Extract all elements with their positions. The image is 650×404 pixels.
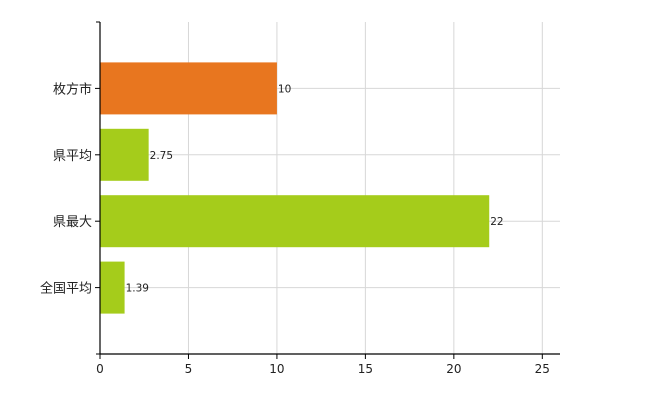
x-axis-tick-label-1: 5	[185, 362, 193, 376]
label-layer: 0 5 10 15 20 25 枚方市 10 県平均 2.75 県最大 22 全国平均 1.39	[40, 81, 550, 376]
x-axis-tick-label-0: 0	[96, 362, 104, 376]
bar-2	[100, 195, 490, 248]
axis-layer	[95, 21, 560, 359]
data-label-2: 22	[490, 216, 503, 228]
x-axis-tick-label-5: 25	[535, 362, 550, 376]
bar-1	[100, 128, 149, 181]
bar-layer	[100, 62, 490, 314]
x-axis-tick-label-4: 20	[446, 362, 461, 376]
x-axis-tick-label-3: 15	[358, 362, 373, 376]
x-axis-tick-label-2: 10	[269, 362, 284, 376]
data-label-1: 2.75	[150, 150, 173, 162]
bar-0	[100, 62, 277, 115]
category-label-1: 県平均	[53, 149, 92, 164]
bar-3	[100, 261, 125, 314]
category-label-0: 枚方市	[53, 81, 92, 97]
data-label-0: 10	[278, 83, 291, 95]
data-label-3: 1.39	[126, 283, 149, 295]
category-label-2: 県最大	[53, 215, 92, 230]
category-label-3: 全国平均	[40, 281, 92, 297]
